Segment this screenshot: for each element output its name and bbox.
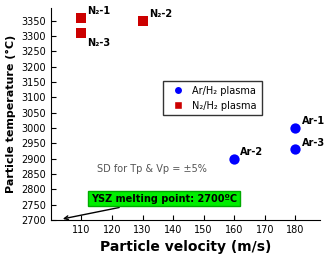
Point <box>79 15 84 20</box>
Y-axis label: Particle temperature (°C): Particle temperature (°C) <box>6 35 16 193</box>
Point <box>232 157 237 161</box>
Text: Ar-1: Ar-1 <box>302 116 325 126</box>
Text: SD for Tp & Vp = ±5%: SD for Tp & Vp = ±5% <box>97 164 207 174</box>
Text: N₂-3: N₂-3 <box>88 38 111 48</box>
Text: Ar-2: Ar-2 <box>240 147 263 157</box>
Text: N₂-2: N₂-2 <box>149 9 172 19</box>
Legend: Ar/H₂ plasma, N₂/H₂ plasma: Ar/H₂ plasma, N₂/H₂ plasma <box>163 81 261 115</box>
X-axis label: Particle velocity (m/s): Particle velocity (m/s) <box>100 240 271 255</box>
Point <box>79 31 84 35</box>
Point <box>293 147 298 152</box>
Text: YSZ melting point: 2700ºC: YSZ melting point: 2700ºC <box>64 193 237 220</box>
Point <box>140 18 145 23</box>
Text: Ar-3: Ar-3 <box>302 138 325 148</box>
Text: N₂-1: N₂-1 <box>88 6 111 16</box>
Point <box>293 126 298 130</box>
